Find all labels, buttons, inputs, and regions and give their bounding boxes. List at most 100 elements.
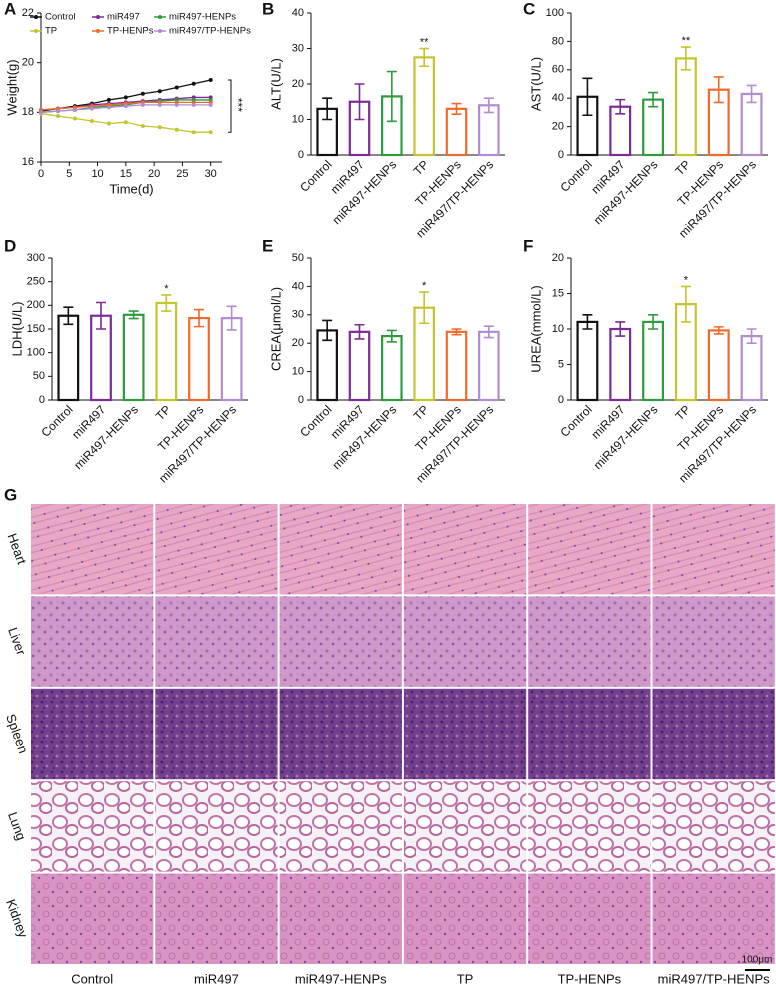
- error-bar: [582, 77, 593, 117]
- panel-label: D: [4, 236, 16, 255]
- y-tick-label: 30: [292, 309, 304, 321]
- legend-label: Control: [45, 12, 76, 23]
- y-tick-label: 10: [292, 366, 304, 378]
- y-tick-label: 20: [552, 252, 564, 264]
- histology-image: [528, 504, 651, 595]
- point: [140, 102, 145, 107]
- error-bar: [648, 91, 659, 108]
- histology-image: [279, 781, 402, 872]
- legend-marker: [96, 29, 100, 33]
- column-label: TP: [457, 971, 474, 986]
- error-bar: [322, 319, 333, 342]
- histology-image: [155, 688, 278, 780]
- error-bar: [713, 326, 724, 335]
- error-bar: [648, 314, 659, 330]
- y-tick-label: 100: [27, 347, 45, 359]
- error-bar: [483, 97, 494, 114]
- bar: [445, 330, 468, 402]
- significance: *: [684, 274, 689, 286]
- error-bar: [746, 328, 757, 344]
- column-label: miR497: [194, 971, 239, 986]
- column-label: miR497/TP-HENPs: [658, 971, 770, 986]
- row-label: Kidney: [3, 897, 31, 940]
- point: [89, 119, 94, 124]
- point: [157, 89, 162, 94]
- bar: [155, 301, 178, 402]
- histology-image: [279, 873, 402, 964]
- point: [157, 125, 162, 130]
- point: [106, 97, 111, 102]
- error-bar: [419, 47, 430, 68]
- y-tick-label: 0: [39, 394, 45, 406]
- point: [55, 114, 60, 119]
- x-tick-label: 0: [38, 168, 44, 180]
- x-tick-label: TP: [153, 402, 174, 423]
- error-bar: [451, 102, 462, 115]
- y-tick-label: 300: [27, 252, 45, 264]
- legend-marker: [158, 15, 162, 19]
- y-tick-label: 20: [292, 78, 304, 90]
- histology-image: [528, 596, 651, 687]
- y-tick-label: 0: [298, 149, 304, 161]
- bar: [122, 313, 145, 402]
- legend-label: miR497-HENPs: [169, 12, 236, 23]
- y-axis-label: Weight(g): [4, 59, 19, 115]
- point: [72, 116, 77, 121]
- x-tick-label: 30: [205, 168, 217, 180]
- histology-image: [155, 873, 278, 964]
- significance: **: [682, 35, 691, 47]
- point: [123, 104, 128, 109]
- y-tick-label: 20: [22, 57, 34, 69]
- bar: [413, 56, 435, 157]
- column-label: TP-HENPs: [558, 971, 622, 986]
- x-tick-label: Control: [558, 402, 595, 439]
- point: [208, 102, 213, 107]
- y-tick-label: 18: [22, 106, 34, 118]
- y-tick-label: 0: [558, 149, 564, 161]
- y-axis-label: AST(U/L): [528, 57, 543, 111]
- error-bar: [451, 328, 462, 336]
- histology-image: [403, 504, 527, 595]
- y-tick-label: 22: [22, 7, 34, 19]
- bar: [609, 327, 632, 402]
- error-bar: [419, 291, 430, 325]
- histology-image: [279, 688, 402, 780]
- bar: [707, 329, 730, 402]
- y-axis-label: LDH(U/L): [9, 302, 24, 357]
- panel-label: C: [523, 0, 535, 18]
- significance-bracket: [228, 79, 232, 133]
- y-tick-label: 5: [558, 358, 564, 370]
- error-bar: [680, 46, 691, 71]
- error-bar: [746, 84, 757, 104]
- error-bar: [322, 97, 333, 121]
- point: [106, 105, 111, 110]
- histology-image: [403, 873, 527, 964]
- point: [174, 127, 179, 132]
- y-tick-label: 40: [552, 92, 564, 104]
- point: [55, 109, 60, 114]
- histology-image: [528, 781, 651, 872]
- histology-image: [652, 781, 775, 872]
- scale-bar-label: 100μm: [742, 955, 773, 966]
- bar: [642, 98, 665, 157]
- point: [208, 78, 213, 83]
- significance: *: [164, 283, 169, 295]
- error-bar: [63, 306, 74, 326]
- annotation: ***: [231, 98, 245, 112]
- legend-marker: [158, 29, 162, 33]
- error-bar: [96, 301, 106, 330]
- bar: [381, 335, 403, 402]
- histology-image: [528, 688, 651, 780]
- histology-image: [31, 596, 154, 687]
- histology-image: [279, 504, 402, 595]
- panel-label: G: [4, 485, 17, 504]
- histology-image: [403, 781, 527, 872]
- point: [89, 106, 94, 111]
- point: [140, 91, 145, 96]
- y-tick-label: 20: [552, 121, 564, 133]
- y-tick-label: 200: [27, 299, 45, 311]
- y-tick-label: 0: [298, 394, 304, 406]
- bar: [740, 335, 763, 402]
- column-label: miR497-HENPs: [295, 971, 387, 986]
